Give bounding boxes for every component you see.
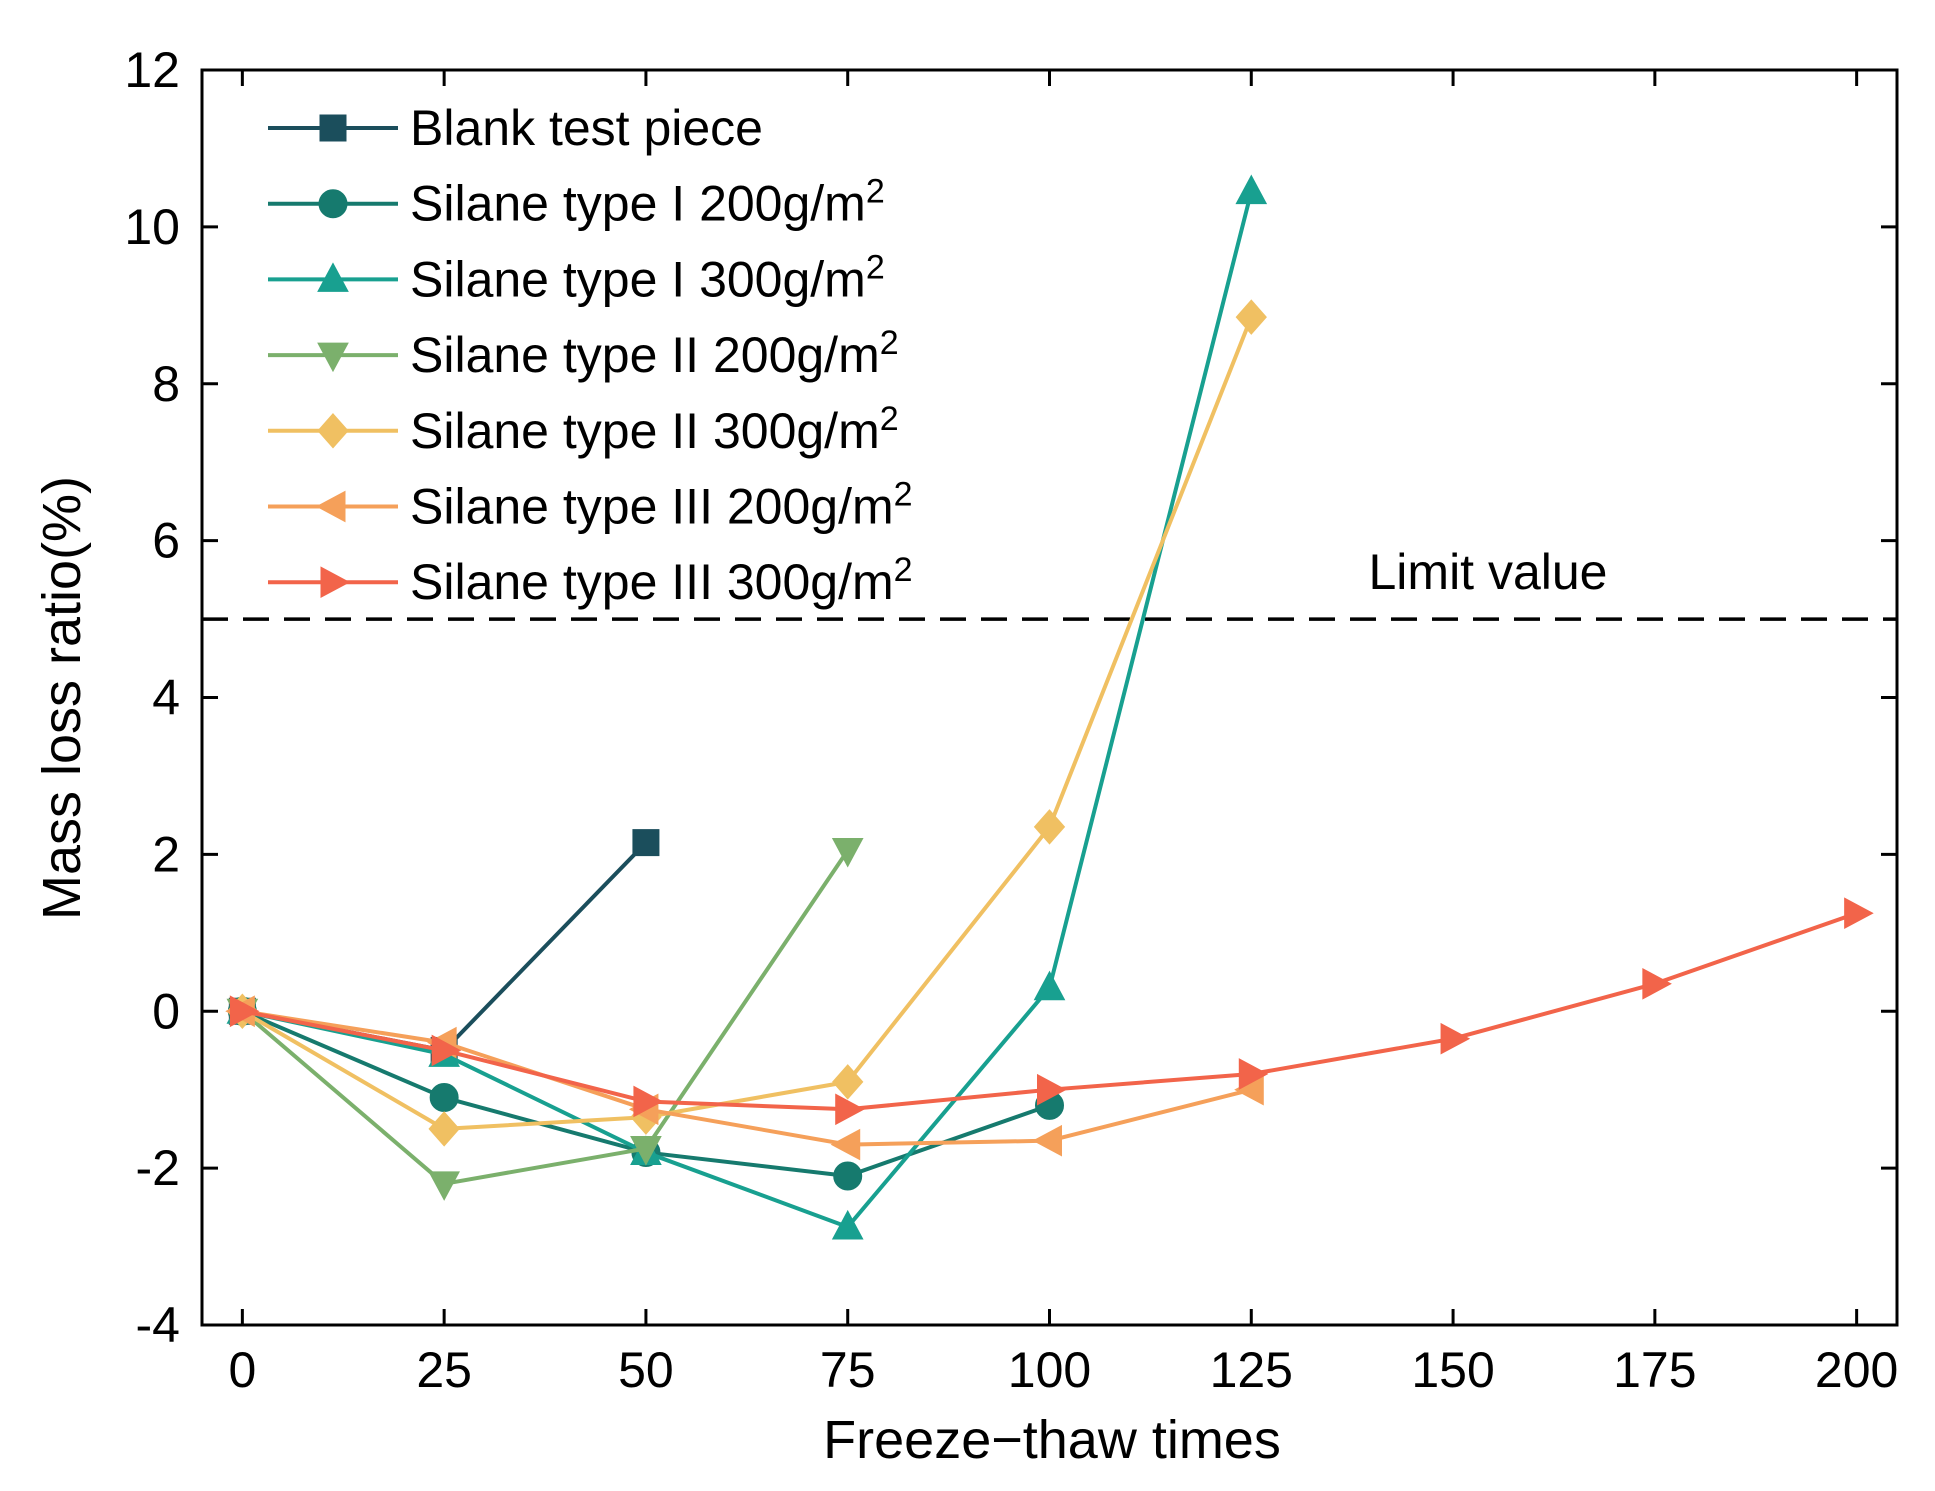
y-tick-label: -2 (136, 1140, 180, 1196)
data-point (1033, 809, 1066, 845)
y-axis-title: Mass loss ratio(%) (32, 476, 92, 920)
plot-area: 0 25 50 75 100 125 150 175 200 -4 -2 0 2 4 6 8 10 12 Limit… (124, 42, 1899, 1398)
data-point (831, 837, 864, 868)
x-axis-title: Freeze−thaw times (823, 1410, 1281, 1470)
data-point (1235, 299, 1267, 335)
data-point (835, 1093, 865, 1126)
legend-marker (320, 566, 351, 599)
series-line (241, 316, 1254, 1131)
legend-marker (315, 490, 346, 523)
y-tick-label: 2 (152, 826, 180, 882)
series-line (241, 849, 850, 1186)
data-point (1844, 897, 1874, 930)
y-tick-label: 8 (152, 356, 180, 412)
legend-item: Blank test piece (268, 100, 763, 156)
data-point (1238, 1058, 1269, 1090)
y-tick-label: -4 (136, 1297, 180, 1353)
y-tick-label: 12 (124, 42, 180, 98)
series-6 (225, 995, 1264, 1161)
data-point (1440, 1022, 1471, 1055)
legend-label: Blank test piece (410, 100, 763, 156)
data-point (1235, 174, 1268, 205)
x-tick-label: 0 (228, 1342, 256, 1398)
data-point (630, 1136, 662, 1166)
series-line (241, 191, 1254, 1229)
legend-item: Silane type I 300g/m2 (268, 248, 885, 307)
legend-marker (318, 189, 348, 219)
data-point (831, 1209, 864, 1240)
x-tick-label: 150 (1411, 1342, 1494, 1398)
series-line (242, 1009, 1252, 1147)
data-point (1032, 1124, 1062, 1157)
y-tick-label: 6 (152, 513, 180, 569)
x-tick-label: 75 (820, 1342, 876, 1398)
limit-value-label: Limit value (1369, 544, 1608, 600)
legend-label: Silane type I 200g/m2 (410, 173, 885, 232)
legend-label: Silane type III 200g/m2 (410, 476, 913, 535)
data-point (429, 1083, 459, 1113)
series-1 (228, 829, 660, 1064)
data-point (832, 1064, 864, 1100)
legend: Blank test piece Silane type I 200g/m2 Sil… (268, 100, 913, 610)
data-point (833, 1161, 863, 1191)
data-point (1037, 1073, 1067, 1106)
data-point (632, 829, 660, 857)
y-tick-label: 0 (152, 983, 180, 1039)
series-4 (226, 837, 864, 1201)
legend-marker (317, 262, 349, 292)
legend-label: Silane type II 300g/m2 (410, 400, 899, 459)
x-tick-label: 25 (416, 1342, 472, 1398)
legend-label: Silane type I 300g/m2 (410, 248, 885, 307)
data-point (1033, 970, 1066, 1001)
data-point (1642, 967, 1672, 1000)
data-point (830, 1128, 861, 1161)
legend-item: Silane type III 200g/m2 (268, 476, 913, 535)
data-point (431, 1034, 462, 1067)
data-point (633, 1085, 663, 1118)
y-tick-label: 4 (152, 670, 180, 726)
x-tick-label: 200 (1815, 1342, 1898, 1398)
legend-item: Silane type II 200g/m2 (268, 324, 899, 383)
x-tick-label: 100 (1008, 1342, 1091, 1398)
x-tick-label: 175 (1613, 1342, 1696, 1398)
legend-item: Silane type I 200g/m2 (268, 173, 885, 232)
series-7 (229, 897, 1874, 1126)
legend-item: Silane type II 300g/m2 (268, 400, 899, 459)
data-point (229, 995, 260, 1028)
y-tick-label: 10 (124, 199, 180, 255)
legend-label: Silane type II 200g/m2 (410, 324, 899, 383)
legend-marker (319, 114, 347, 142)
data-point (428, 1171, 460, 1201)
legend-marker (317, 342, 349, 373)
legend-item: Silane type III 300g/m2 (268, 551, 913, 610)
legend-label: Silane type III 300g/m2 (410, 551, 913, 610)
x-tick-label: 50 (618, 1342, 674, 1398)
legend-marker (317, 413, 349, 449)
x-tick-label: 125 (1210, 1342, 1293, 1398)
data-point (428, 1111, 460, 1147)
